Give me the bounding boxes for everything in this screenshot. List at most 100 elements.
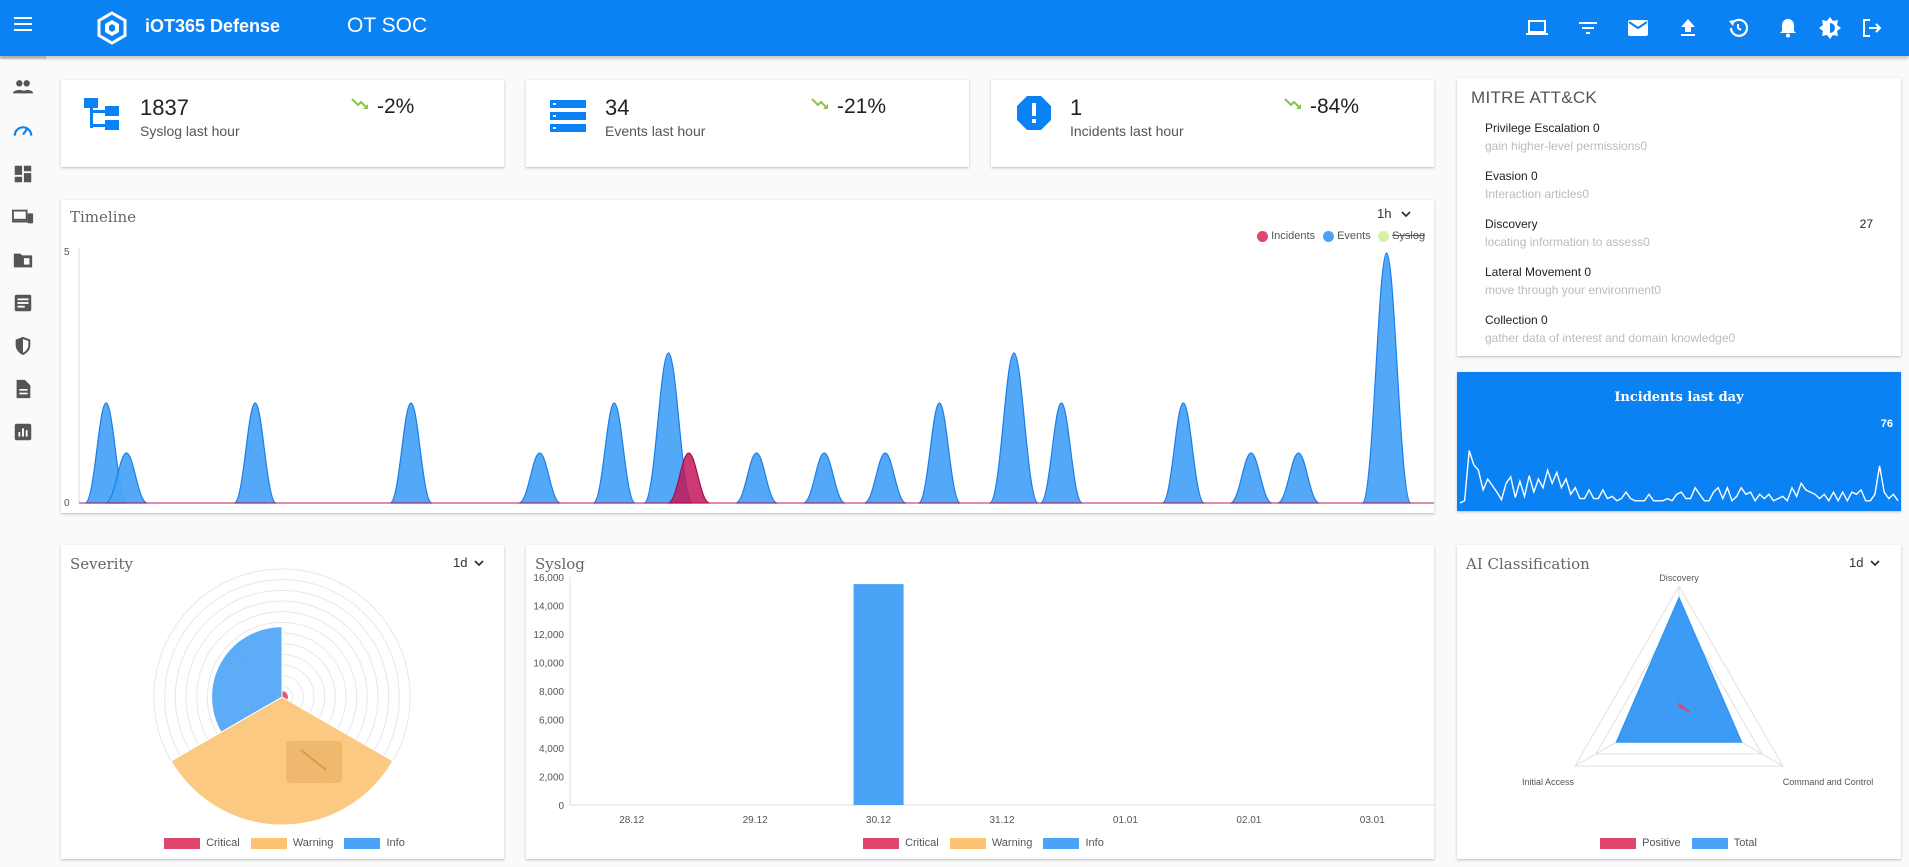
events-area xyxy=(989,352,1039,504)
events-area xyxy=(1361,252,1412,504)
incidents-day-chart xyxy=(1459,450,1899,504)
filter-icon[interactable] xyxy=(1576,16,1600,40)
legend-warning-label: Warning xyxy=(991,837,1033,849)
brand-name[interactable]: iOT365 Defense xyxy=(145,16,281,36)
radar-series-positive xyxy=(1678,702,1690,713)
severity-range-select[interactable]: 1d xyxy=(453,555,484,570)
shield-icon[interactable] xyxy=(12,335,34,357)
severity-chart xyxy=(153,568,411,826)
events-stat-card: 34 Events last hour -21% xyxy=(526,80,969,167)
y-tick-label: 4,000 xyxy=(539,744,564,755)
upload-icon[interactable] xyxy=(1676,16,1700,40)
ai-range-select[interactable]: 1d xyxy=(1849,555,1880,570)
y-tick-label: 14,000 xyxy=(533,602,564,613)
brand-logo[interactable] xyxy=(95,11,129,45)
mitre-item[interactable]: Discovery locating information to assess… xyxy=(1485,217,1650,249)
mitre-item[interactable]: Privilege Escalation 0 gain higher-level… xyxy=(1485,121,1647,153)
devices-icon[interactable] xyxy=(12,206,34,228)
brightness-icon[interactable] xyxy=(1818,16,1842,40)
y-tick-label: 10,000 xyxy=(533,659,564,670)
mitre-item[interactable]: Lateral Movement 0 move through your env… xyxy=(1485,265,1661,297)
x-tick-label: 02.01 xyxy=(1236,815,1261,826)
events-area xyxy=(735,452,778,504)
mitre-item-desc: gain higher-level permissions0 xyxy=(1485,139,1648,153)
legend-incidents[interactable]: Incidents xyxy=(1257,230,1315,242)
severity-title: Severity xyxy=(70,555,133,573)
users-icon[interactable] xyxy=(12,76,34,98)
legend-events[interactable]: Events xyxy=(1323,230,1371,242)
timeline-range-select[interactable]: 1h xyxy=(1377,206,1411,221)
radar-grid-ring xyxy=(1595,608,1763,755)
events-area xyxy=(1039,402,1083,504)
mitre-item-name: Lateral Movement 0 xyxy=(1485,265,1592,279)
events-area xyxy=(1161,402,1205,504)
ai-legend: Positive Total xyxy=(1600,837,1757,849)
events-area xyxy=(1277,452,1320,504)
events-area xyxy=(233,402,277,504)
watermark-icon xyxy=(300,749,327,771)
legend-incidents-swatch xyxy=(1257,230,1268,242)
history-icon[interactable] xyxy=(1726,16,1750,40)
severity-legend: Critical Warning Info xyxy=(164,837,405,849)
laptop-icon[interactable] xyxy=(1525,16,1549,40)
legend-syslog-swatch xyxy=(1378,230,1389,242)
y-tick-label: 6,000 xyxy=(539,716,564,727)
radar-axis-label: Discovery xyxy=(1659,573,1699,583)
alert-icon xyxy=(1017,96,1051,130)
folder-icon[interactable] xyxy=(12,249,34,271)
events-area xyxy=(105,452,148,504)
legend-syslog[interactable]: Syslog xyxy=(1378,230,1425,242)
syslog-legend: Critical Warning Info xyxy=(863,837,1104,849)
dashboard-icon[interactable] xyxy=(12,163,34,185)
incidents-stat-card: 1 Incidents last hour -84% xyxy=(991,80,1434,167)
events-trend: -21% xyxy=(837,95,887,118)
page-title: OT SOC xyxy=(347,14,428,37)
mitre-title: MITRE ATT&CK xyxy=(1471,88,1598,107)
y-tick-label: 8,000 xyxy=(539,687,564,698)
mitre-item-name: Collection 0 xyxy=(1485,313,1548,327)
document-icon[interactable] xyxy=(12,378,34,400)
x-tick-label: 29.12 xyxy=(743,815,768,826)
x-tick-label: 01.01 xyxy=(1113,815,1138,826)
legend-total-label: Total xyxy=(1733,837,1757,849)
y-tick-5: 5 xyxy=(64,247,70,258)
legend-info-swatch xyxy=(1043,837,1080,849)
menu-icon[interactable] xyxy=(14,17,32,31)
legend-critical-swatch xyxy=(863,837,899,849)
legend-events-label: Events xyxy=(1337,230,1371,242)
mitre-card: MITRE ATT&CK Privilege Escalation 0 gain… xyxy=(1457,78,1901,356)
timeline-range-value: 1h xyxy=(1377,206,1392,221)
report-icon[interactable] xyxy=(12,421,34,443)
speedometer-icon[interactable] xyxy=(12,120,34,142)
legend-positive-swatch xyxy=(1600,837,1636,849)
events-label: Events last hour xyxy=(605,123,706,139)
mail-icon[interactable] xyxy=(1626,16,1650,40)
mitre-item[interactable]: Collection 0 gather data of interest and… xyxy=(1485,313,1735,345)
legend-incidents-label: Incidents xyxy=(1271,230,1316,242)
syslog-bar-info[interactable] xyxy=(853,584,904,805)
article-icon[interactable] xyxy=(12,292,34,314)
radar-series-total xyxy=(1615,596,1743,743)
y-tick-label: 0 xyxy=(558,801,564,812)
incidents-day-line xyxy=(1459,450,1899,504)
trend-down-icon xyxy=(1284,98,1301,109)
mitre-item-desc: move through your environment0 xyxy=(1485,283,1662,297)
storage-icon xyxy=(550,100,586,132)
events-area xyxy=(518,452,561,504)
mitre-item[interactable]: Evasion 0 Interaction articles0 xyxy=(1485,169,1589,201)
incidents-label: Incidents last hour xyxy=(1070,123,1184,139)
incidents-count: 1 xyxy=(1070,95,1083,120)
legend-info-label: Info xyxy=(1085,837,1104,849)
legend-info-label: Info xyxy=(386,837,405,849)
logout-icon[interactable] xyxy=(1860,16,1884,40)
timeline-card: Timeline 1h Incidents Events Syslog 5 0 xyxy=(61,200,1434,513)
chevron-down-icon xyxy=(1401,211,1411,218)
severity-slice-warning xyxy=(170,696,394,826)
radar-grid-ring xyxy=(1574,584,1784,767)
syslog-card: Syslog 16,000 14,000 12,000 10,000 8,000 6,00… xyxy=(526,545,1434,859)
syslog-count: 1837 xyxy=(140,95,189,120)
mitre-item-desc: gather data of interest and domain knowl… xyxy=(1485,331,1736,345)
mitre-item-count: 27 xyxy=(1859,217,1873,231)
trend-down-icon xyxy=(811,98,828,109)
bell-icon[interactable] xyxy=(1776,16,1800,40)
